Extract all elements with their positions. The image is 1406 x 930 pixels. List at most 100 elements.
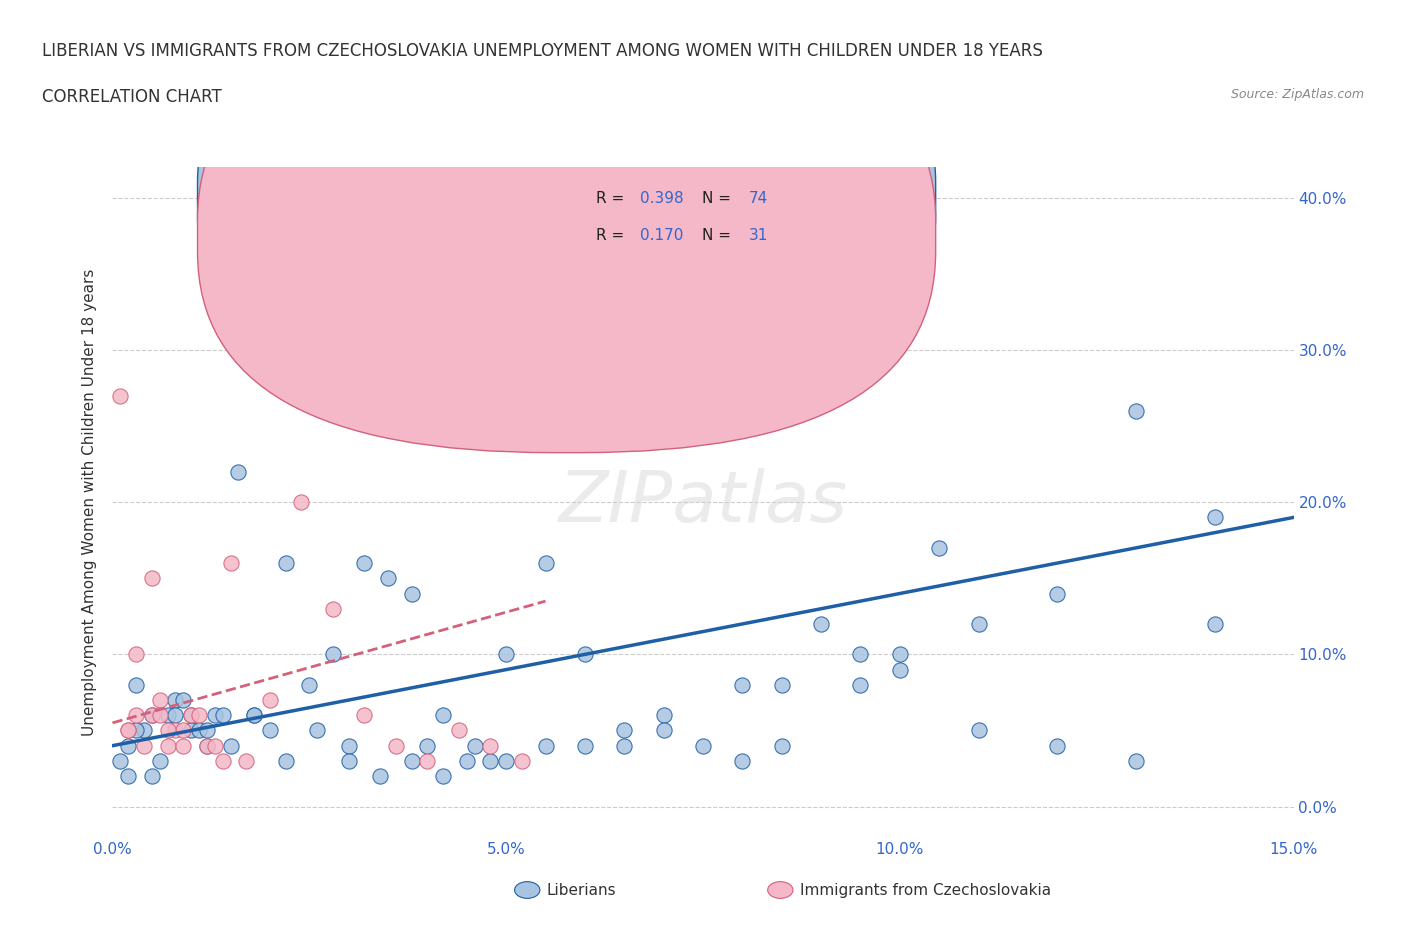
- Point: [117, 723, 139, 737]
- Point: [172, 723, 194, 737]
- Point: [180, 708, 202, 723]
- Point: [1125, 404, 1147, 418]
- Point: [235, 753, 257, 768]
- Point: [149, 708, 172, 723]
- Text: 0.398: 0.398: [640, 192, 685, 206]
- Text: Immigrants from Czechoslovakia: Immigrants from Czechoslovakia: [800, 883, 1052, 897]
- Point: [574, 647, 596, 662]
- Point: [195, 723, 218, 737]
- Point: [243, 708, 266, 723]
- Point: [692, 738, 714, 753]
- FancyBboxPatch shape: [197, 19, 935, 453]
- Point: [307, 723, 329, 737]
- Point: [117, 723, 139, 737]
- Text: 0.170: 0.170: [640, 228, 683, 244]
- Point: [322, 647, 344, 662]
- Point: [125, 677, 148, 692]
- Point: [228, 464, 250, 479]
- Point: [274, 753, 297, 768]
- Point: [967, 723, 990, 737]
- Point: [1046, 738, 1069, 753]
- Point: [117, 769, 139, 784]
- FancyBboxPatch shape: [526, 167, 869, 258]
- Point: [652, 708, 675, 723]
- Circle shape: [515, 882, 540, 898]
- Point: [219, 555, 242, 570]
- Point: [219, 738, 242, 753]
- Point: [195, 738, 218, 753]
- Text: Liberians: Liberians: [547, 883, 617, 897]
- Text: N =: N =: [702, 228, 735, 244]
- Point: [204, 708, 226, 723]
- Point: [385, 738, 408, 753]
- Point: [368, 769, 391, 784]
- Point: [141, 708, 163, 723]
- Text: CORRELATION CHART: CORRELATION CHART: [42, 88, 222, 106]
- Point: [479, 738, 502, 753]
- Point: [132, 723, 155, 737]
- Point: [652, 723, 675, 737]
- Point: [456, 753, 478, 768]
- Point: [165, 693, 187, 708]
- Text: 31: 31: [749, 228, 769, 244]
- Point: [211, 753, 233, 768]
- Text: 74: 74: [749, 192, 768, 206]
- Point: [574, 738, 596, 753]
- Point: [274, 555, 297, 570]
- Point: [110, 388, 132, 403]
- Point: [479, 753, 502, 768]
- Text: LIBERIAN VS IMMIGRANTS FROM CZECHOSLOVAKIA UNEMPLOYMENT AMONG WOMEN WITH CHILDRE: LIBERIAN VS IMMIGRANTS FROM CZECHOSLOVAK…: [42, 42, 1043, 60]
- Point: [156, 738, 179, 753]
- Point: [731, 677, 754, 692]
- Point: [1204, 510, 1226, 525]
- Point: [416, 753, 439, 768]
- Point: [889, 647, 911, 662]
- Point: [731, 753, 754, 768]
- Point: [510, 753, 533, 768]
- Text: R =: R =: [596, 192, 628, 206]
- Text: ZIPatlas: ZIPatlas: [558, 468, 848, 537]
- Point: [432, 708, 454, 723]
- Point: [534, 555, 557, 570]
- Point: [447, 723, 470, 737]
- Point: [125, 708, 148, 723]
- Point: [495, 647, 517, 662]
- Point: [613, 723, 636, 737]
- Point: [156, 723, 179, 737]
- Point: [464, 738, 486, 753]
- Point: [211, 708, 233, 723]
- Point: [337, 738, 360, 753]
- Text: Source: ZipAtlas.com: Source: ZipAtlas.com: [1230, 88, 1364, 101]
- Point: [401, 753, 423, 768]
- Point: [259, 693, 281, 708]
- Point: [180, 723, 202, 737]
- Point: [172, 738, 194, 753]
- Point: [967, 617, 990, 631]
- Y-axis label: Unemployment Among Women with Children Under 18 years: Unemployment Among Women with Children U…: [82, 269, 97, 736]
- Point: [432, 769, 454, 784]
- Point: [770, 677, 793, 692]
- Point: [149, 693, 172, 708]
- Point: [149, 753, 172, 768]
- Point: [337, 753, 360, 768]
- Point: [401, 586, 423, 601]
- Point: [165, 723, 187, 737]
- Point: [188, 708, 211, 723]
- Text: N =: N =: [702, 192, 735, 206]
- Point: [377, 571, 399, 586]
- Point: [180, 708, 202, 723]
- Point: [195, 738, 218, 753]
- Point: [259, 723, 281, 737]
- Point: [1125, 753, 1147, 768]
- Point: [534, 738, 557, 753]
- Circle shape: [768, 882, 793, 898]
- Point: [188, 723, 211, 737]
- Point: [125, 647, 148, 662]
- Point: [117, 738, 139, 753]
- Point: [132, 738, 155, 753]
- Point: [298, 677, 321, 692]
- Point: [928, 540, 950, 555]
- Point: [322, 602, 344, 617]
- Point: [1204, 617, 1226, 631]
- Point: [141, 769, 163, 784]
